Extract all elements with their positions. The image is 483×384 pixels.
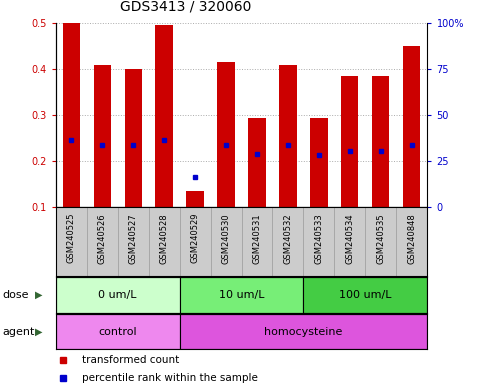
Text: control: control xyxy=(98,326,137,337)
Bar xyxy=(186,191,203,207)
Bar xyxy=(403,46,421,207)
Bar xyxy=(217,62,235,207)
Text: GSM240531: GSM240531 xyxy=(253,213,261,263)
Text: ▶: ▶ xyxy=(35,290,43,300)
Bar xyxy=(56,314,180,349)
Text: ▶: ▶ xyxy=(35,326,43,337)
Text: percentile rank within the sample: percentile rank within the sample xyxy=(82,373,257,383)
Bar xyxy=(180,314,427,349)
Text: GSM240528: GSM240528 xyxy=(159,213,169,263)
Bar xyxy=(56,277,180,313)
Text: GSM240533: GSM240533 xyxy=(314,213,324,264)
Text: GSM240535: GSM240535 xyxy=(376,213,385,263)
Text: homocysteine: homocysteine xyxy=(264,326,342,337)
Text: GSM240530: GSM240530 xyxy=(222,213,230,263)
Bar xyxy=(311,118,327,207)
Bar xyxy=(248,118,266,207)
Bar xyxy=(180,277,303,313)
Bar xyxy=(280,65,297,207)
Bar xyxy=(62,23,80,207)
Text: GDS3413 / 320060: GDS3413 / 320060 xyxy=(120,0,251,13)
Text: GSM240525: GSM240525 xyxy=(67,213,75,263)
Bar xyxy=(303,277,427,313)
Bar xyxy=(341,76,358,207)
Text: GSM240527: GSM240527 xyxy=(128,213,138,263)
Text: GSM240534: GSM240534 xyxy=(345,213,355,263)
Bar xyxy=(94,65,111,207)
Bar xyxy=(125,69,142,207)
Bar xyxy=(156,25,172,207)
Text: dose: dose xyxy=(2,290,29,300)
Text: GSM240532: GSM240532 xyxy=(284,213,293,263)
Bar xyxy=(372,76,389,207)
Text: GSM240526: GSM240526 xyxy=(98,213,107,263)
Text: GSM240529: GSM240529 xyxy=(190,213,199,263)
Text: transformed count: transformed count xyxy=(82,355,179,365)
Text: agent: agent xyxy=(2,326,35,337)
Text: 0 um/L: 0 um/L xyxy=(98,290,137,300)
Text: 10 um/L: 10 um/L xyxy=(219,290,264,300)
Text: 100 um/L: 100 um/L xyxy=(339,290,392,300)
Text: GSM240848: GSM240848 xyxy=(408,213,416,264)
